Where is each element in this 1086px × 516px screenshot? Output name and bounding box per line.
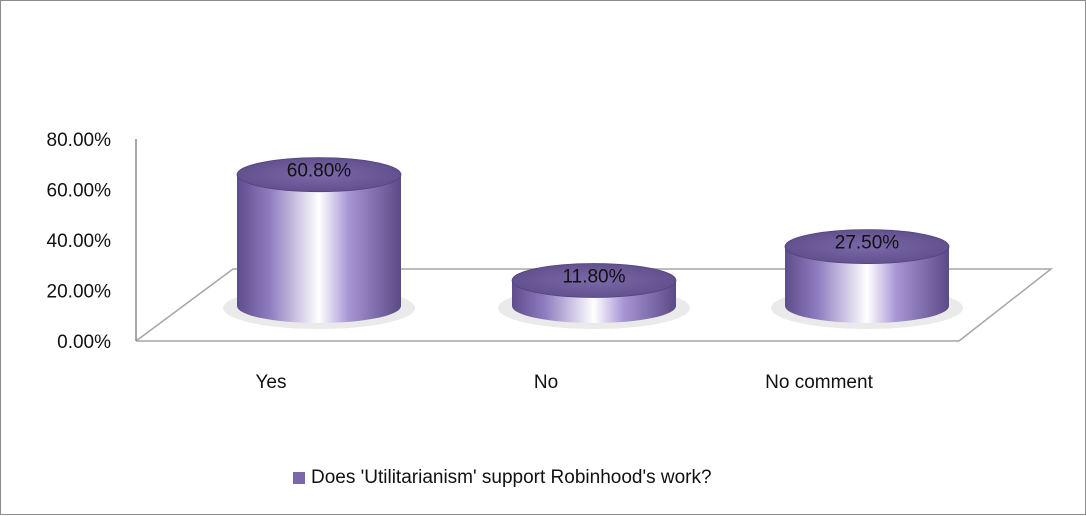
bar-body xyxy=(237,174,401,323)
data-label: 60.80% xyxy=(287,161,352,182)
x-tick-group: Yes No No comment xyxy=(256,372,874,393)
bar-cylinder xyxy=(223,157,415,329)
bar-top xyxy=(236,157,402,193)
bar-top xyxy=(511,263,677,298)
bar-cylinder xyxy=(771,229,963,329)
bar-top xyxy=(784,229,950,265)
legend-swatch xyxy=(293,472,305,484)
x-tick-label: No xyxy=(534,372,558,393)
x-tick-label: Yes xyxy=(256,372,287,393)
bar-cylinder xyxy=(498,263,690,329)
y-tick-group: 0.00% 20.00% 40.00% 60.00% 80.00% xyxy=(47,130,112,353)
y-tick-label: 0.00% xyxy=(57,332,111,353)
x-tick-label: No comment xyxy=(765,372,873,393)
bar-group: 60.80% 11.80% 27.50% xyxy=(223,157,963,329)
y-tick-label: 80.00% xyxy=(47,130,112,151)
data-label: 11.80% xyxy=(562,267,625,288)
data-label: 27.50% xyxy=(835,233,900,254)
legend-label: Does 'Utilitarianism' support Robinhood'… xyxy=(311,467,712,488)
bar-body xyxy=(785,246,949,323)
y-tick-label: 40.00% xyxy=(47,231,112,252)
y-tick-label: 20.00% xyxy=(47,282,112,303)
y-tick-label: 60.00% xyxy=(47,181,112,202)
